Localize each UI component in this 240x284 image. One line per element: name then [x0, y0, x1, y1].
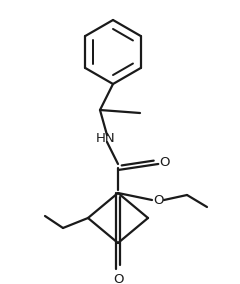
Text: O: O — [153, 193, 163, 206]
Text: O: O — [113, 273, 123, 284]
Text: HN: HN — [96, 131, 116, 145]
Text: O: O — [159, 156, 169, 168]
